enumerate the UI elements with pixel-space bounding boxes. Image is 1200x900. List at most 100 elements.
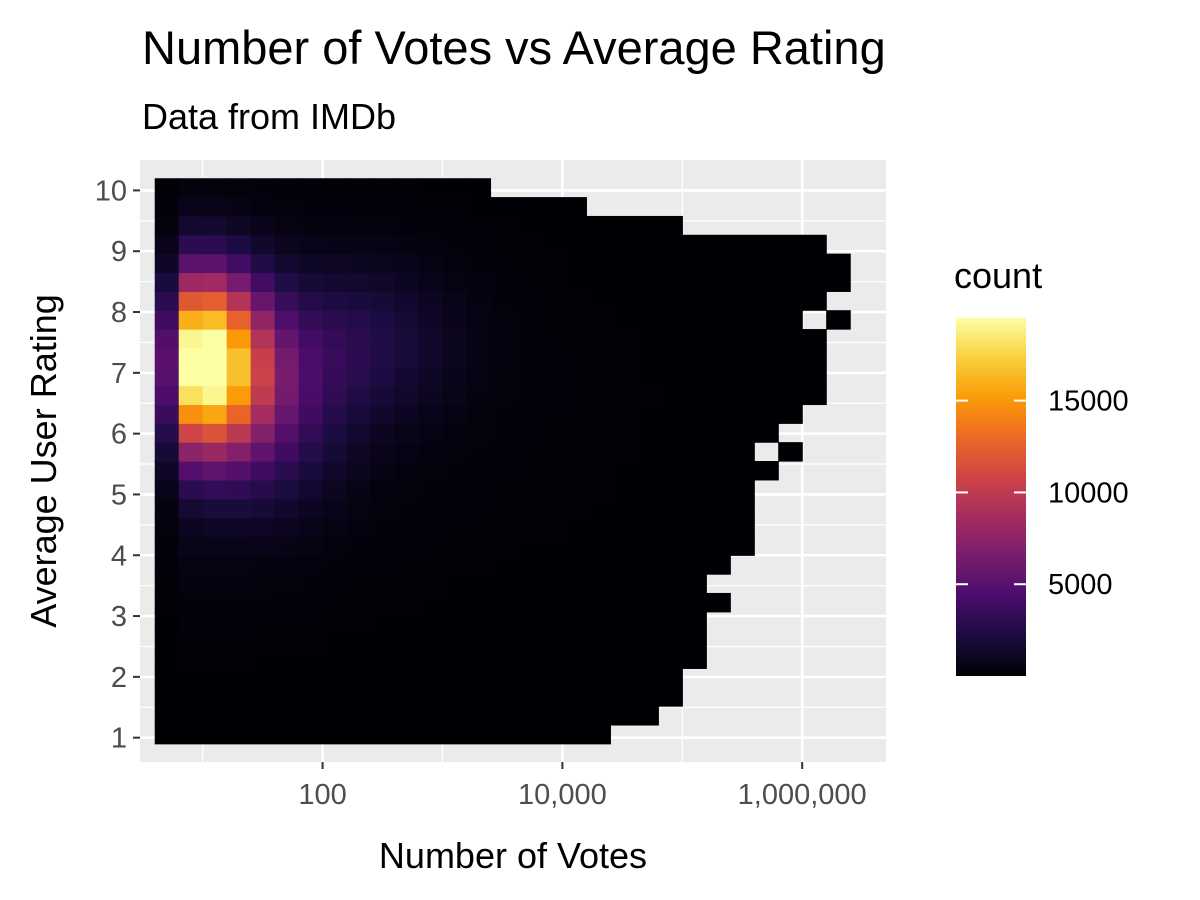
heatmap-cell	[346, 291, 372, 311]
heatmap-cell	[178, 178, 204, 198]
heatmap-cell	[682, 461, 707, 481]
heatmap-cell	[658, 385, 683, 406]
heatmap-cell	[802, 329, 827, 349]
heatmap-cell	[754, 347, 779, 368]
heatmap-cell	[250, 630, 276, 651]
heatmap-cell	[298, 404, 324, 424]
heatmap-cell	[226, 592, 252, 613]
heatmap-cell	[562, 404, 587, 424]
heatmap-cell	[298, 291, 324, 311]
heatmap-cell	[706, 291, 731, 311]
heatmap-cell	[226, 178, 252, 198]
heatmap-cell	[322, 536, 348, 556]
heatmap-cell	[274, 366, 300, 387]
heatmap-cell	[154, 442, 180, 462]
heatmap-cell	[202, 404, 228, 424]
heatmap-cell	[586, 404, 611, 424]
heatmap-cell	[658, 517, 683, 538]
heatmap-cell	[658, 461, 683, 481]
heatmap-cell	[394, 592, 420, 613]
heatmap-cell	[370, 668, 396, 688]
y-tick-label: 4	[111, 540, 127, 572]
heatmap-cell	[730, 291, 755, 311]
heatmap-cell	[418, 611, 444, 632]
heatmap-cell	[274, 498, 300, 519]
heatmap-cell	[442, 310, 468, 330]
heatmap-cell	[178, 517, 204, 538]
heatmap-cell	[202, 253, 228, 274]
heatmap-cell	[178, 611, 204, 632]
heatmap-cell	[466, 329, 492, 349]
heatmap-cell	[418, 442, 444, 462]
heatmap-cell	[490, 442, 516, 462]
legend-label: 15000	[1048, 386, 1129, 418]
heatmap-cell	[634, 329, 659, 349]
heatmap-cell	[730, 498, 755, 519]
heatmap-cell	[466, 649, 492, 669]
heatmap-cells	[154, 178, 851, 745]
heatmap-cell	[538, 555, 563, 575]
heatmap-cell	[610, 479, 635, 500]
heatmap-cell	[418, 178, 444, 198]
heatmap-cell	[562, 197, 587, 217]
heatmap-cell	[610, 366, 635, 387]
heatmap-cell	[250, 517, 276, 538]
heatmap-cell	[298, 442, 324, 462]
heatmap-cell	[706, 442, 731, 462]
heatmap-cell	[706, 385, 731, 406]
heatmap-cell	[346, 555, 372, 575]
heatmap-cell	[394, 498, 420, 519]
y-axis: 1 2 3 4 5 6 7 8 9 10	[95, 175, 140, 755]
heatmap-cell	[178, 215, 204, 236]
heatmap-cell	[778, 404, 803, 424]
heatmap-cell	[442, 649, 468, 669]
heatmap-cell	[298, 385, 324, 406]
heatmap-cell	[538, 461, 563, 481]
chart-subtitle: Data from IMDb	[142, 96, 397, 137]
heatmap-cell	[178, 479, 204, 500]
heatmap-cell	[586, 649, 611, 669]
heatmap-cell	[562, 385, 587, 406]
heatmap-cell	[442, 291, 468, 311]
heatmap-cell	[730, 423, 755, 443]
heatmap-cell	[658, 253, 683, 274]
heatmap-cell	[490, 310, 516, 330]
heatmap-cell	[562, 461, 587, 481]
heatmap-cell	[226, 442, 252, 462]
heatmap-cell	[322, 291, 348, 311]
heatmap-cell	[562, 479, 587, 500]
heatmap-cell	[274, 423, 300, 443]
heatmap-cell	[586, 385, 611, 406]
heatmap-cell	[346, 611, 372, 632]
heatmap-cell	[202, 461, 228, 481]
heatmap-cell	[538, 347, 563, 368]
heatmap-cell	[538, 498, 563, 519]
heatmap-cell	[778, 366, 803, 387]
heatmap-cell	[538, 215, 563, 236]
heatmap-cell	[418, 630, 444, 651]
heatmap-cell	[586, 461, 611, 481]
heatmap-cell	[394, 272, 420, 292]
heatmap-cell	[346, 347, 372, 368]
heatmap-cell	[730, 272, 755, 292]
heatmap-cell	[538, 630, 563, 651]
heatmap-cell	[466, 630, 492, 651]
heatmap-cell	[466, 442, 492, 462]
heatmap-cell	[418, 517, 444, 538]
heatmap-cell	[250, 479, 276, 500]
heatmap-cell	[274, 517, 300, 538]
heatmap-cell	[442, 197, 468, 217]
heatmap-cell	[634, 366, 659, 387]
heatmap-cell	[298, 329, 324, 349]
heatmap-cell	[514, 366, 540, 387]
heatmap-cell	[394, 442, 420, 462]
heatmap-cell	[346, 178, 372, 198]
heatmap-cell	[346, 310, 372, 330]
heatmap-cell	[154, 479, 180, 500]
heatmap-cell	[562, 423, 587, 443]
x-tick-label: 10,000	[518, 779, 607, 811]
heatmap-cell	[514, 253, 540, 274]
heatmap-cell	[394, 197, 420, 217]
heatmap-cell	[658, 404, 683, 424]
heatmap-cell	[226, 649, 252, 669]
